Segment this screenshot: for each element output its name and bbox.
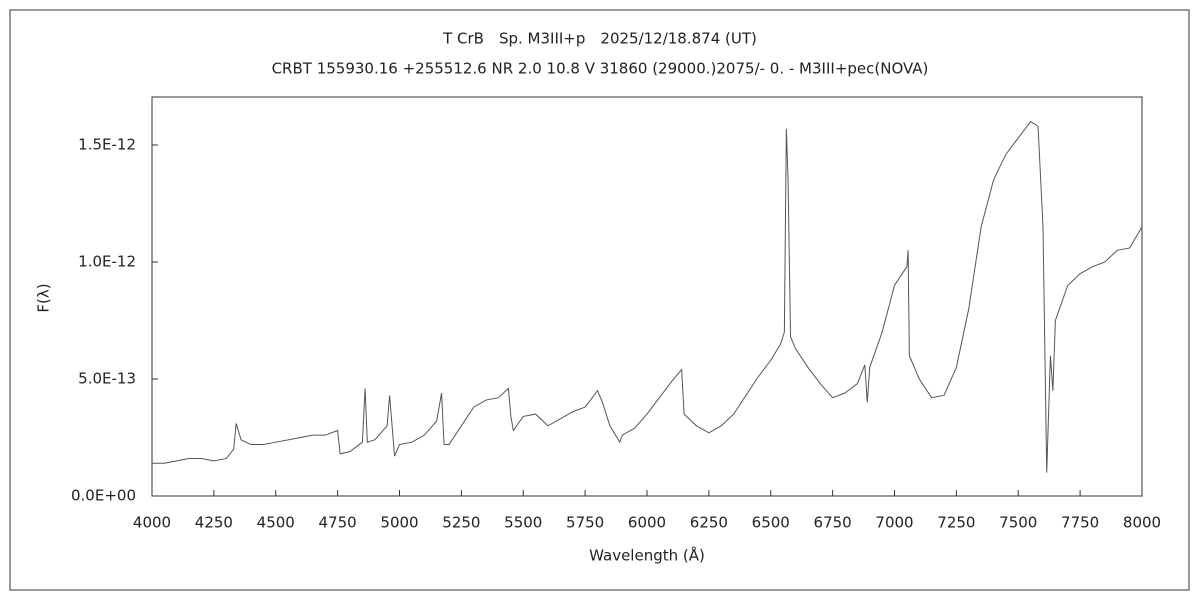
x-tick-label: 6500 [752,514,790,532]
x-axis-label: Wavelength (Å) [589,546,705,565]
y-tick-label: 1.5E-12 [78,135,136,153]
frame [9,9,1190,591]
chart-subtitle: CRBT 155930.16 +255512.6 NR 2.0 10.8 V 3… [272,60,929,78]
x-tick-label: 7500 [999,514,1037,532]
plot-area [151,96,1143,497]
x-tick-label: 4000 [133,514,171,532]
x-tick-label: 4500 [257,514,295,532]
y-tick-label: 1.0E-12 [78,252,136,270]
x-tick-label: 4250 [195,514,233,532]
spectrum-line [152,120,1143,473]
x-tick-label: 8000 [1123,514,1161,532]
x-tick-label: 5500 [504,514,542,532]
x-tick-label: 6750 [814,514,852,532]
x-tick-label: 6000 [628,514,666,532]
y-tick-label: 5.0E-13 [78,369,136,387]
x-tick-label: 7250 [937,514,975,532]
x-tick-label: 7000 [875,514,913,532]
y-tick-label: 0.0E+00 [71,487,136,505]
y-axis-label: F(λ) [35,283,53,312]
x-tick-label: 6250 [690,514,728,532]
x-tick-label: 4750 [319,514,357,532]
x-tick-label: 5750 [566,514,604,532]
x-tick-label: 7750 [1061,514,1099,532]
x-tick-label: 5250 [442,514,480,532]
chart-title: T CrB Sp. M3III+p 2025/12/18.874 (UT) [442,30,757,48]
x-tick-label: 5000 [380,514,418,532]
